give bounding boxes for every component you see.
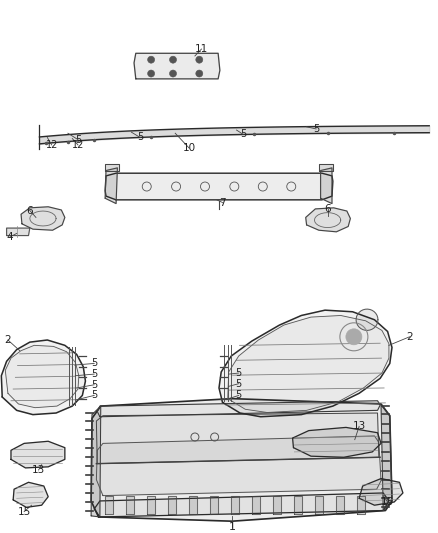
- Polygon shape: [105, 168, 117, 204]
- Text: 15: 15: [18, 506, 31, 516]
- Text: 5: 5: [91, 359, 97, 368]
- Text: 4: 4: [7, 232, 13, 242]
- Polygon shape: [189, 496, 197, 514]
- Text: 5: 5: [91, 369, 97, 379]
- Polygon shape: [147, 496, 155, 514]
- Polygon shape: [105, 164, 119, 171]
- Text: 15: 15: [381, 497, 394, 507]
- Polygon shape: [357, 496, 365, 514]
- Circle shape: [148, 70, 155, 77]
- Polygon shape: [210, 496, 218, 514]
- Polygon shape: [252, 496, 260, 514]
- Circle shape: [196, 70, 203, 77]
- Text: 1: 1: [229, 521, 236, 531]
- Text: 13: 13: [353, 422, 366, 431]
- Text: 6: 6: [26, 206, 33, 215]
- Polygon shape: [231, 496, 239, 514]
- Polygon shape: [359, 479, 403, 505]
- Polygon shape: [7, 228, 30, 236]
- Polygon shape: [293, 427, 381, 457]
- Polygon shape: [273, 496, 281, 514]
- Polygon shape: [319, 164, 333, 171]
- Polygon shape: [381, 405, 392, 511]
- Polygon shape: [5, 345, 79, 408]
- Polygon shape: [336, 496, 344, 514]
- Polygon shape: [105, 173, 333, 200]
- Text: 6: 6: [324, 204, 331, 214]
- Text: 5: 5: [91, 380, 97, 390]
- Text: 5: 5: [137, 133, 143, 142]
- Polygon shape: [219, 310, 392, 417]
- Text: 5: 5: [313, 124, 319, 134]
- Polygon shape: [94, 493, 389, 517]
- Text: 5: 5: [236, 391, 242, 400]
- Circle shape: [170, 56, 177, 63]
- Polygon shape: [97, 401, 380, 417]
- Text: 12: 12: [46, 140, 58, 150]
- Polygon shape: [13, 482, 48, 507]
- Circle shape: [196, 56, 203, 63]
- Text: 10: 10: [183, 143, 196, 153]
- Polygon shape: [168, 496, 176, 514]
- Text: 2: 2: [406, 332, 413, 342]
- Text: 5: 5: [240, 130, 246, 139]
- Polygon shape: [294, 496, 302, 514]
- Text: 5: 5: [236, 379, 242, 389]
- Text: 5: 5: [91, 391, 97, 400]
- Text: 7: 7: [219, 198, 226, 207]
- Polygon shape: [356, 309, 378, 330]
- Text: 13: 13: [32, 465, 45, 475]
- Circle shape: [148, 56, 155, 63]
- Text: 5: 5: [236, 368, 242, 378]
- Polygon shape: [1, 340, 85, 415]
- Polygon shape: [105, 496, 113, 514]
- Polygon shape: [228, 316, 389, 413]
- Polygon shape: [21, 207, 65, 230]
- Text: 5: 5: [75, 135, 81, 144]
- Polygon shape: [134, 53, 220, 79]
- Polygon shape: [96, 436, 381, 496]
- Polygon shape: [126, 496, 134, 514]
- Polygon shape: [315, 496, 323, 514]
- Polygon shape: [91, 406, 101, 517]
- Polygon shape: [91, 399, 392, 521]
- Text: 2: 2: [5, 335, 11, 345]
- Polygon shape: [321, 168, 332, 204]
- Text: 12: 12: [72, 140, 84, 150]
- Polygon shape: [11, 441, 65, 468]
- Circle shape: [346, 329, 362, 345]
- Circle shape: [170, 70, 177, 77]
- Text: 11: 11: [195, 44, 208, 54]
- Polygon shape: [306, 208, 350, 232]
- Polygon shape: [96, 413, 379, 464]
